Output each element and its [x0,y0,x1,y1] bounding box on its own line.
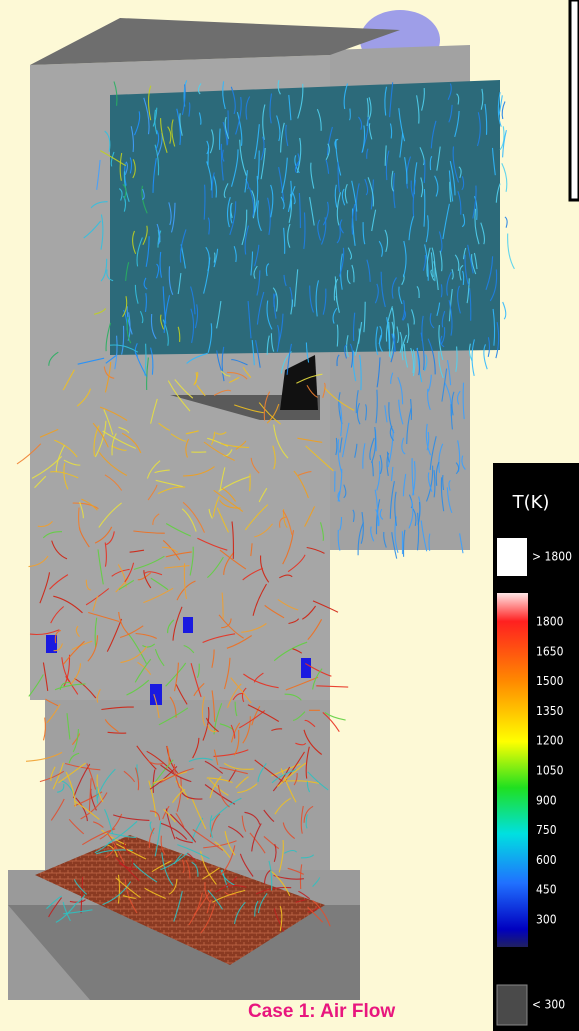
legend-tick-label: 1050 [536,764,564,778]
legend-tick-label: 600 [536,853,557,867]
streamline [220,129,221,150]
inset-frame [570,0,579,200]
boiler-geometry [8,10,500,1000]
legend-tick-label: 1350 [536,704,564,718]
legend-tick-label: 750 [536,823,557,837]
legend-tick-label: 1500 [536,674,564,688]
streamline [505,217,507,228]
page: {"legend": {"title": "T(K)", "above_labe… [0,0,579,1031]
legend-title: T(K) [512,492,550,513]
above-swatch [497,538,527,576]
streamline [508,234,515,269]
legend-tick-label: 1650 [536,644,564,658]
color-scale [497,593,528,947]
streamline [502,163,507,192]
streamline [503,302,506,319]
above-label: > 1800 [532,550,572,564]
legend-tick-label: 300 [536,913,557,927]
streamline [502,102,505,120]
streamline [337,325,338,347]
legend-tick-label: 1800 [536,615,564,629]
flow-visualization: T(K) > 1800 < 300 Case 1: Air Flow 1800 1… [0,0,579,1031]
air-port [301,658,311,678]
streamline [250,474,251,492]
legend-tick-label: 450 [536,883,557,897]
below-swatch [497,985,527,1025]
caption: Case 1: Air Flow [248,1001,395,1022]
streamline [424,160,425,183]
air-port [183,617,193,633]
below-label: < 300 [532,998,565,1012]
legend-tick-label: 1200 [536,734,564,748]
legend-tick-label: 900 [536,793,557,807]
